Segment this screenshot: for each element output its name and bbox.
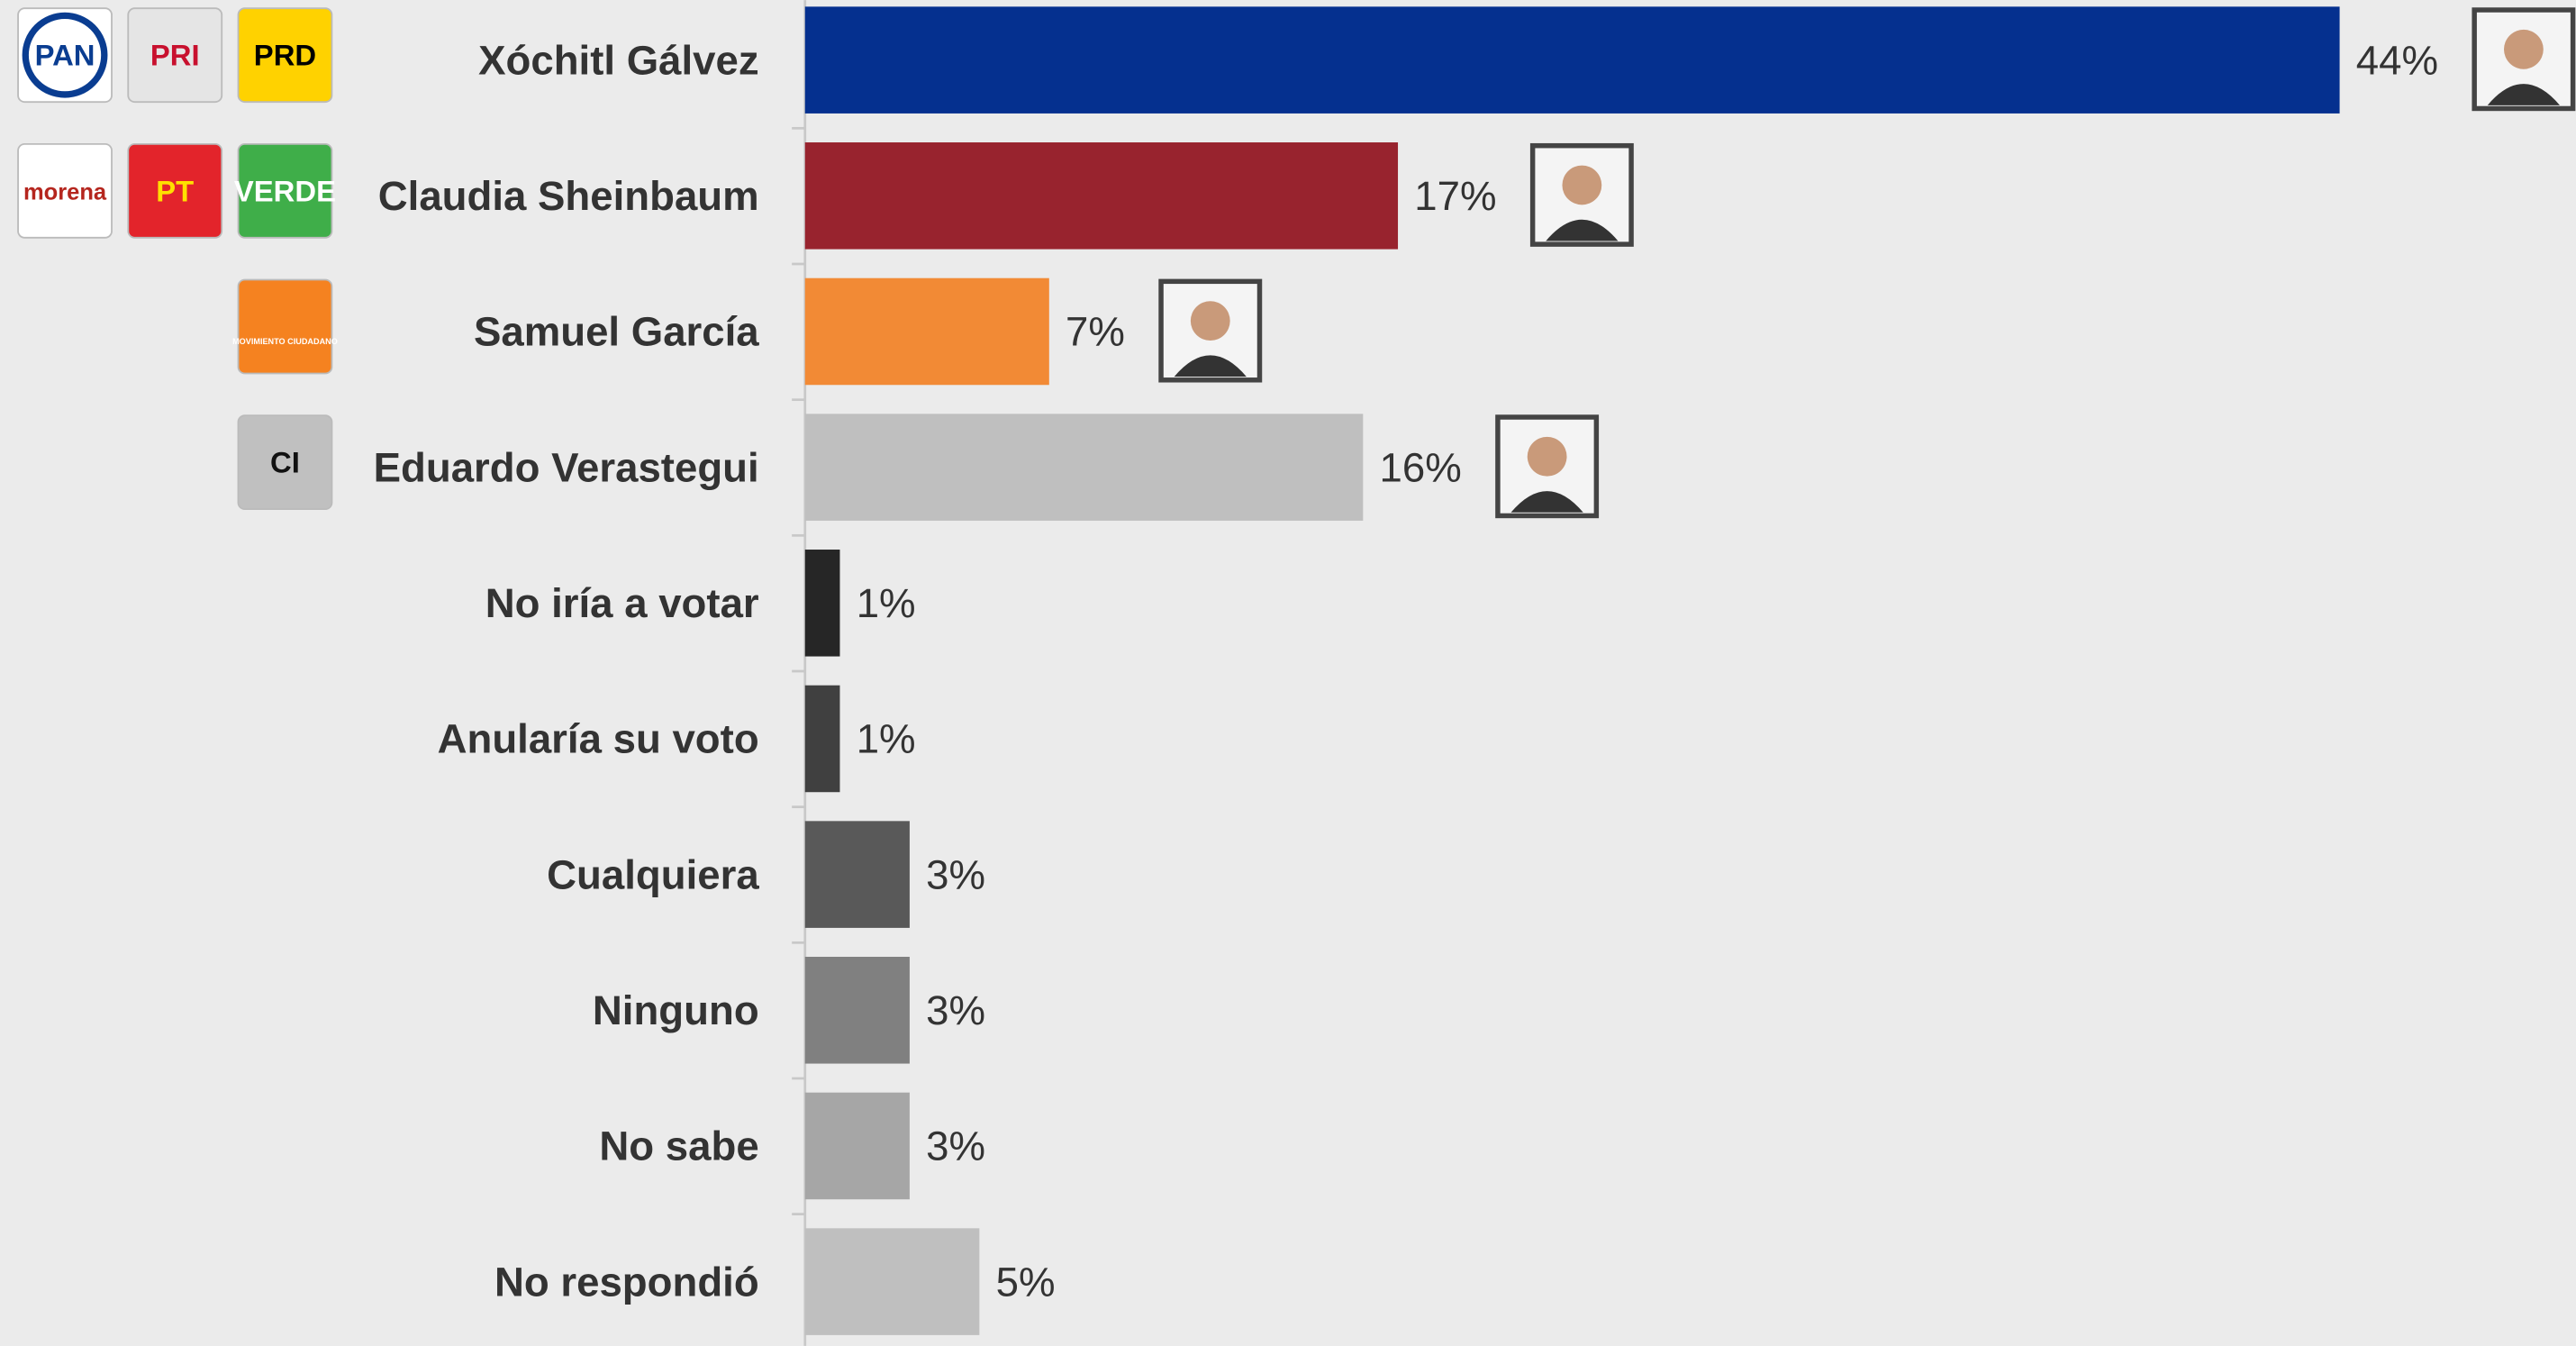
bar	[804, 1092, 910, 1200]
category-label: No sabe	[599, 1123, 758, 1169]
party-logo-text: PT	[156, 174, 194, 207]
party-logo-text: morena	[23, 179, 107, 205]
photo-head	[1562, 165, 1602, 205]
party-logo-text: PRI	[150, 39, 200, 72]
party-logo	[237, 142, 333, 239]
category-label: Cualquiera	[547, 851, 759, 897]
bar	[804, 414, 1364, 521]
bar	[804, 277, 1049, 386]
party-logo-text: VERDE	[234, 174, 336, 207]
value-label: 17%	[1414, 173, 1496, 219]
bar	[804, 6, 2340, 114]
value-label: 1%	[857, 580, 916, 626]
photo-body	[1174, 355, 1247, 377]
party-logo-text: MOVIMIENTO CIUDADANO	[232, 337, 338, 346]
value-label: 16%	[1380, 444, 1462, 490]
party-logo	[237, 278, 333, 375]
value-label: 5%	[996, 1259, 1056, 1305]
value-label: 44%	[2356, 37, 2438, 83]
candidate-photo	[2472, 7, 2576, 112]
party-logo	[237, 414, 333, 511]
bar	[804, 957, 910, 1064]
bar	[804, 550, 840, 657]
value-label: 1%	[857, 716, 916, 762]
bar	[804, 1228, 980, 1335]
category-label: Ninguno	[593, 987, 759, 1033]
party-logo	[17, 142, 113, 239]
photo-body	[2487, 84, 2561, 105]
party-logo-text: CI	[270, 446, 300, 479]
value-label: 7%	[1066, 309, 1125, 355]
bar	[804, 142, 1399, 250]
candidate-photo	[1529, 142, 1634, 247]
party-logo-text: PRD	[254, 39, 316, 72]
party-logo	[237, 7, 333, 104]
category-label: Anularía su voto	[438, 716, 759, 762]
category-label: Xóchitl Gálvez	[478, 37, 759, 83]
photo-head	[2503, 29, 2544, 69]
logo-ring	[22, 12, 108, 98]
party-logo	[127, 142, 223, 239]
candidate-photo	[1495, 414, 1600, 519]
category-label: Eduardo Verastegui	[374, 444, 759, 490]
category-label: No respondió	[494, 1259, 759, 1305]
category-label: No iría a votar	[485, 580, 759, 626]
party-logo	[127, 7, 223, 104]
photo-body	[1510, 491, 1583, 513]
value-label: 3%	[926, 987, 985, 1033]
photo-head	[1527, 436, 1567, 477]
category-label: Samuel García	[474, 309, 759, 355]
photo-body	[1546, 219, 1619, 241]
candidate-photo	[1158, 278, 1263, 383]
value-label: 3%	[926, 851, 985, 897]
photo-head	[1190, 301, 1230, 341]
party-logo	[17, 7, 113, 104]
category-label: Claudia Sheinbaum	[378, 173, 759, 219]
value-label: 3%	[926, 1123, 985, 1169]
bar	[804, 821, 910, 928]
party-logo-text: PAN	[35, 39, 95, 72]
bar	[804, 685, 840, 793]
